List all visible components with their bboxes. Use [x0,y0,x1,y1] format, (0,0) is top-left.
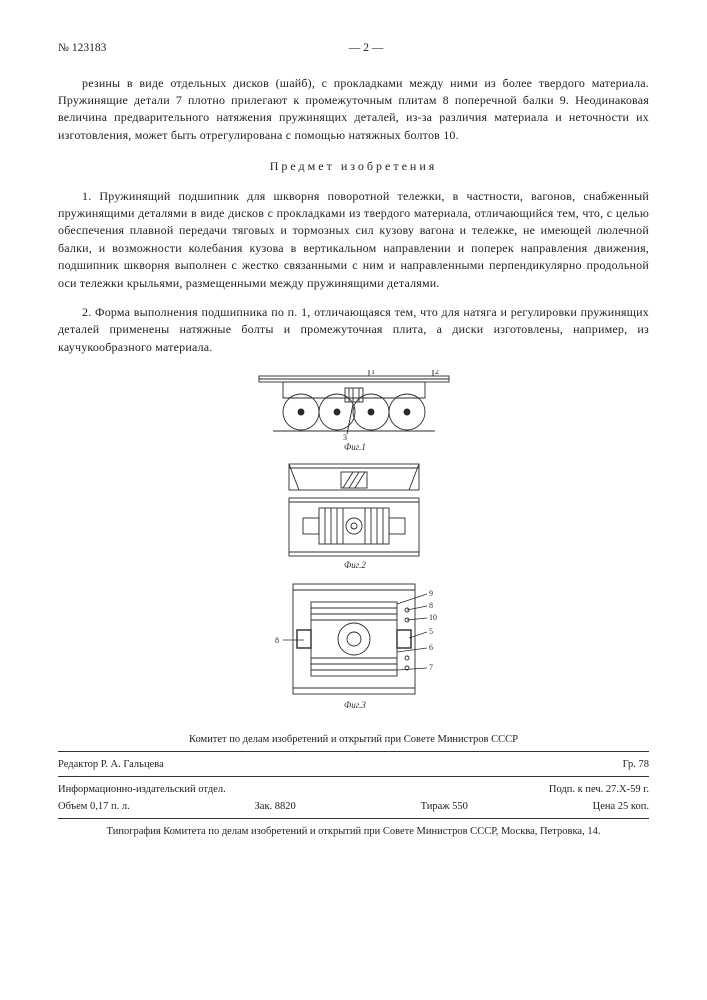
footer-rule-3 [58,818,649,819]
footer-dept: Информационно-издательский отдел. [58,783,226,797]
page-marker: — 2 — [349,40,384,57]
svg-text:Фиг.2: Фиг.2 [344,560,366,570]
figures-svg: 1 2 [249,370,459,715]
doc-number: № 123183 [58,40,106,57]
svg-text:Фиг.1: Фиг.1 [344,442,366,452]
footer: Комитет по делам изобретений и открытий … [58,733,649,839]
footer-rule-1 [58,751,649,752]
page-header: № 123183 — 2 — [58,40,649,57]
body-para-1: резины в виде отдельных дисков (шайб), с… [58,75,649,145]
footer-volume: Объем 0,17 п. л. [58,800,130,814]
claim-1: 1. Пружинящий подшипник для шкворня пово… [58,188,649,292]
svg-text:5: 5 [429,627,433,636]
footer-rule-2 [58,776,649,777]
footer-price: Цена 25 коп. [593,800,649,814]
page: № 123183 — 2 — резины в виде отдельных д… [0,0,707,859]
footer-committee: Комитет по делам изобретений и открытий … [58,733,649,747]
svg-text:2: 2 [435,370,439,376]
fig2: Фиг.2 [289,464,419,570]
svg-text:10: 10 [429,613,437,622]
footer-sign: Подп. к печ. 27.X-59 г. [549,783,649,797]
footer-tirazh: Тираж 550 [421,800,468,814]
svg-text:6: 6 [429,643,433,652]
claims-heading: Предмет изобретения [58,158,649,175]
claim-2: 2. Форма выполнения подшипника по п. 1, … [58,304,649,356]
footer-order: Зак. 8820 [255,800,296,814]
footer-typography: Типография Комитета по делам изобретений… [58,825,649,839]
figures-block: 1 2 [58,370,649,715]
header-spacer [626,40,649,57]
svg-text:3: 3 [343,433,347,442]
footer-editor: Редактор Р. А. Гальцева [58,758,164,772]
footer-group: Гр. 78 [623,758,649,772]
fig1: 1 2 [259,370,449,452]
svg-text:7: 7 [429,663,433,672]
svg-text:9: 9 [429,589,433,598]
svg-text:1: 1 [371,370,375,376]
fig3: 9 8 10 5 6 7 8 Фиг.3 [275,584,437,710]
svg-text:8: 8 [429,601,433,610]
svg-text:Фиг.3: Фиг.3 [344,700,366,710]
svg-text:8: 8 [275,636,279,645]
